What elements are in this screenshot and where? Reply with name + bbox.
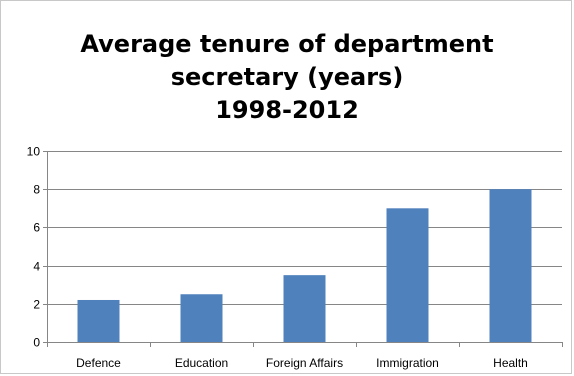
- y-tick-label-10: 10: [27, 145, 41, 159]
- chart-title-line-2: secretary (years): [170, 63, 404, 91]
- bar-foreign-affairs: [283, 275, 326, 342]
- x-tick-label-health: Health: [493, 356, 528, 370]
- y-tick-label-6: 6: [33, 221, 40, 235]
- chart-title-line-1: Average tenure of department: [80, 30, 494, 58]
- chart-title: Average tenure of department secretary (…: [0, 28, 574, 127]
- y-tick-label-4: 4: [33, 260, 40, 274]
- x-tick-label-immigration: Immigration: [376, 356, 439, 370]
- chart-title-line-3: 1998-2012: [215, 96, 359, 124]
- x-tick-label-education: Education: [175, 356, 228, 370]
- y-tick-label-0: 0: [33, 336, 40, 350]
- x-tick-label-foreign-affairs: Foreign Affairs: [266, 356, 343, 370]
- y-tick-label-2: 2: [33, 298, 40, 312]
- bar-immigration: [386, 208, 429, 342]
- bar-defence: [77, 299, 120, 342]
- y-tick-label-8: 8: [33, 183, 40, 197]
- bar-education: [180, 294, 223, 342]
- bar-health: [489, 189, 532, 342]
- x-tick-label-defence: Defence: [76, 356, 121, 370]
